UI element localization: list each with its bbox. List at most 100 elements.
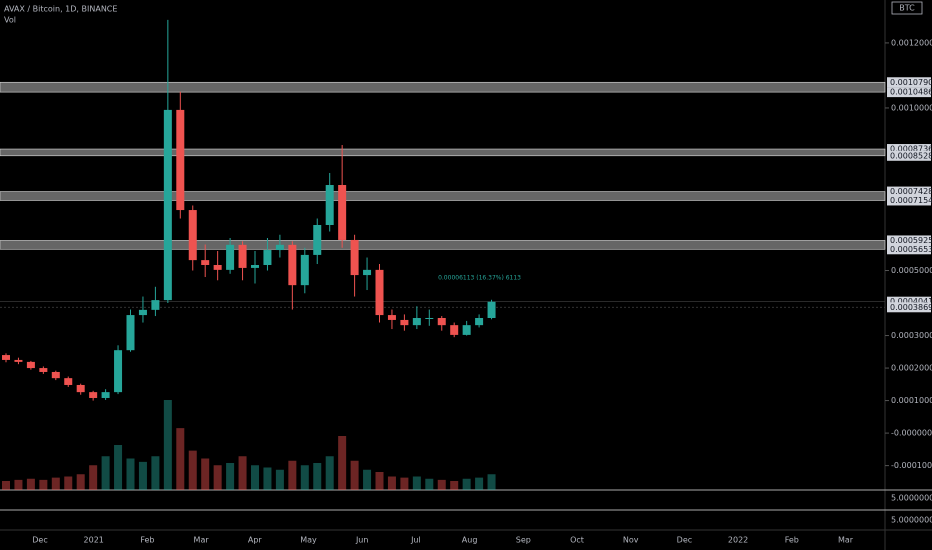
candle-body bbox=[475, 317, 484, 326]
candle-body bbox=[213, 264, 222, 270]
volume-bar bbox=[238, 456, 247, 490]
candle-body bbox=[275, 244, 284, 251]
candle-body bbox=[126, 315, 135, 351]
volume-bar bbox=[350, 460, 359, 490]
zone-label: 0.00085287 bbox=[890, 151, 932, 160]
zone-label-box bbox=[887, 77, 931, 88]
volume-bar bbox=[213, 465, 222, 490]
candle-body bbox=[300, 254, 309, 286]
candle-body bbox=[338, 185, 347, 240]
volume-bar bbox=[51, 477, 60, 490]
zone-label: 0.00074282 bbox=[890, 187, 932, 196]
candle-body bbox=[313, 225, 322, 255]
volume-bar bbox=[163, 400, 172, 490]
volume-bar bbox=[64, 476, 73, 490]
zone-label: 0.00087365 bbox=[890, 145, 932, 154]
candle-body bbox=[188, 210, 197, 261]
chart-title: AVAX / Bitcoin, 1D, BINANCE bbox=[4, 5, 117, 14]
candle-body bbox=[2, 355, 10, 360]
x-tick-label: Mar bbox=[838, 536, 854, 545]
candle-body bbox=[363, 269, 372, 276]
candle-body bbox=[101, 392, 110, 398]
x-tick-label: Aug bbox=[462, 536, 478, 545]
volume-bar bbox=[76, 474, 85, 490]
x-tick-label: Mar bbox=[194, 536, 210, 545]
candle-body bbox=[487, 301, 496, 318]
volume-bar bbox=[412, 476, 421, 490]
candle-body bbox=[400, 319, 409, 326]
candle-body bbox=[76, 384, 85, 393]
volume-bar bbox=[138, 461, 147, 490]
volume-bar bbox=[338, 436, 347, 490]
x-tick-label: Sep bbox=[516, 536, 531, 545]
volume-bar bbox=[475, 477, 484, 490]
price-label-box bbox=[887, 296, 931, 307]
volume-label: Vol bbox=[4, 16, 16, 25]
candle-body bbox=[462, 325, 471, 335]
price-label: 0.00040415 bbox=[890, 297, 932, 306]
x-tick-label: Dec bbox=[32, 536, 47, 545]
volume-bar bbox=[101, 456, 110, 490]
volume-bar bbox=[462, 478, 471, 490]
volume-bar bbox=[26, 478, 35, 490]
volume-bar bbox=[313, 463, 322, 490]
volume-bar bbox=[251, 465, 259, 490]
candle-body bbox=[201, 260, 210, 265]
x-tick-label: Feb bbox=[785, 536, 799, 545]
volume-bar bbox=[437, 479, 446, 490]
x-tick-label: 2021 bbox=[84, 536, 104, 545]
zone-label: 0.00056534 bbox=[890, 245, 932, 254]
volume-bar bbox=[425, 478, 434, 490]
candle-body bbox=[437, 317, 446, 326]
zone-label-box bbox=[887, 186, 931, 197]
zone-label-box bbox=[887, 87, 931, 98]
zone-label-box bbox=[887, 235, 931, 246]
volume-bar bbox=[2, 481, 10, 490]
candle-body bbox=[39, 368, 48, 372]
measure-annotation: 0.00006113 (16.37%) 6113 bbox=[438, 274, 521, 281]
x-tick-label: Apr bbox=[248, 536, 263, 545]
resistance-zone bbox=[0, 191, 886, 201]
volume-bar bbox=[300, 465, 309, 490]
resistance-zone bbox=[0, 240, 886, 250]
volume-bar bbox=[176, 428, 185, 490]
candle-body bbox=[226, 244, 235, 270]
candle-body bbox=[151, 300, 160, 310]
candle-body bbox=[350, 239, 359, 276]
y-tick-label: 0.00010000 bbox=[891, 396, 932, 405]
volume-bar bbox=[363, 469, 372, 490]
volume-bar bbox=[375, 472, 384, 490]
zone-label-box bbox=[887, 244, 931, 255]
candle-body bbox=[288, 244, 297, 286]
volume-bar bbox=[263, 467, 272, 490]
volume-bar bbox=[288, 460, 297, 490]
resistance-zone bbox=[0, 81, 886, 93]
candle-body bbox=[412, 317, 421, 326]
volume-bar bbox=[188, 450, 197, 490]
x-tick-label: Feb bbox=[140, 536, 154, 545]
volume-bar bbox=[387, 476, 396, 490]
zone-label-box bbox=[887, 150, 931, 161]
resistance-zone bbox=[0, 148, 886, 157]
pane-label: 5.00000000 bbox=[891, 516, 932, 525]
zone-label: 0.00107902 bbox=[890, 78, 932, 87]
volume-bar bbox=[14, 479, 23, 490]
zone-label: 0.00071546 bbox=[890, 196, 932, 205]
volume-bar bbox=[114, 445, 123, 490]
x-tick-label: 2022 bbox=[728, 536, 748, 545]
candle-body bbox=[138, 309, 147, 316]
volume-bar bbox=[325, 456, 334, 490]
candle-body bbox=[89, 392, 98, 398]
volume-bar bbox=[487, 474, 496, 490]
candle-body bbox=[26, 361, 35, 369]
candle-body bbox=[114, 350, 123, 393]
candle-body bbox=[163, 109, 172, 301]
candle-body bbox=[325, 185, 334, 226]
zone-label-box bbox=[887, 195, 931, 206]
y-tick-label: -0.00000000 bbox=[891, 429, 932, 438]
x-tick-label: Jun bbox=[355, 536, 369, 545]
